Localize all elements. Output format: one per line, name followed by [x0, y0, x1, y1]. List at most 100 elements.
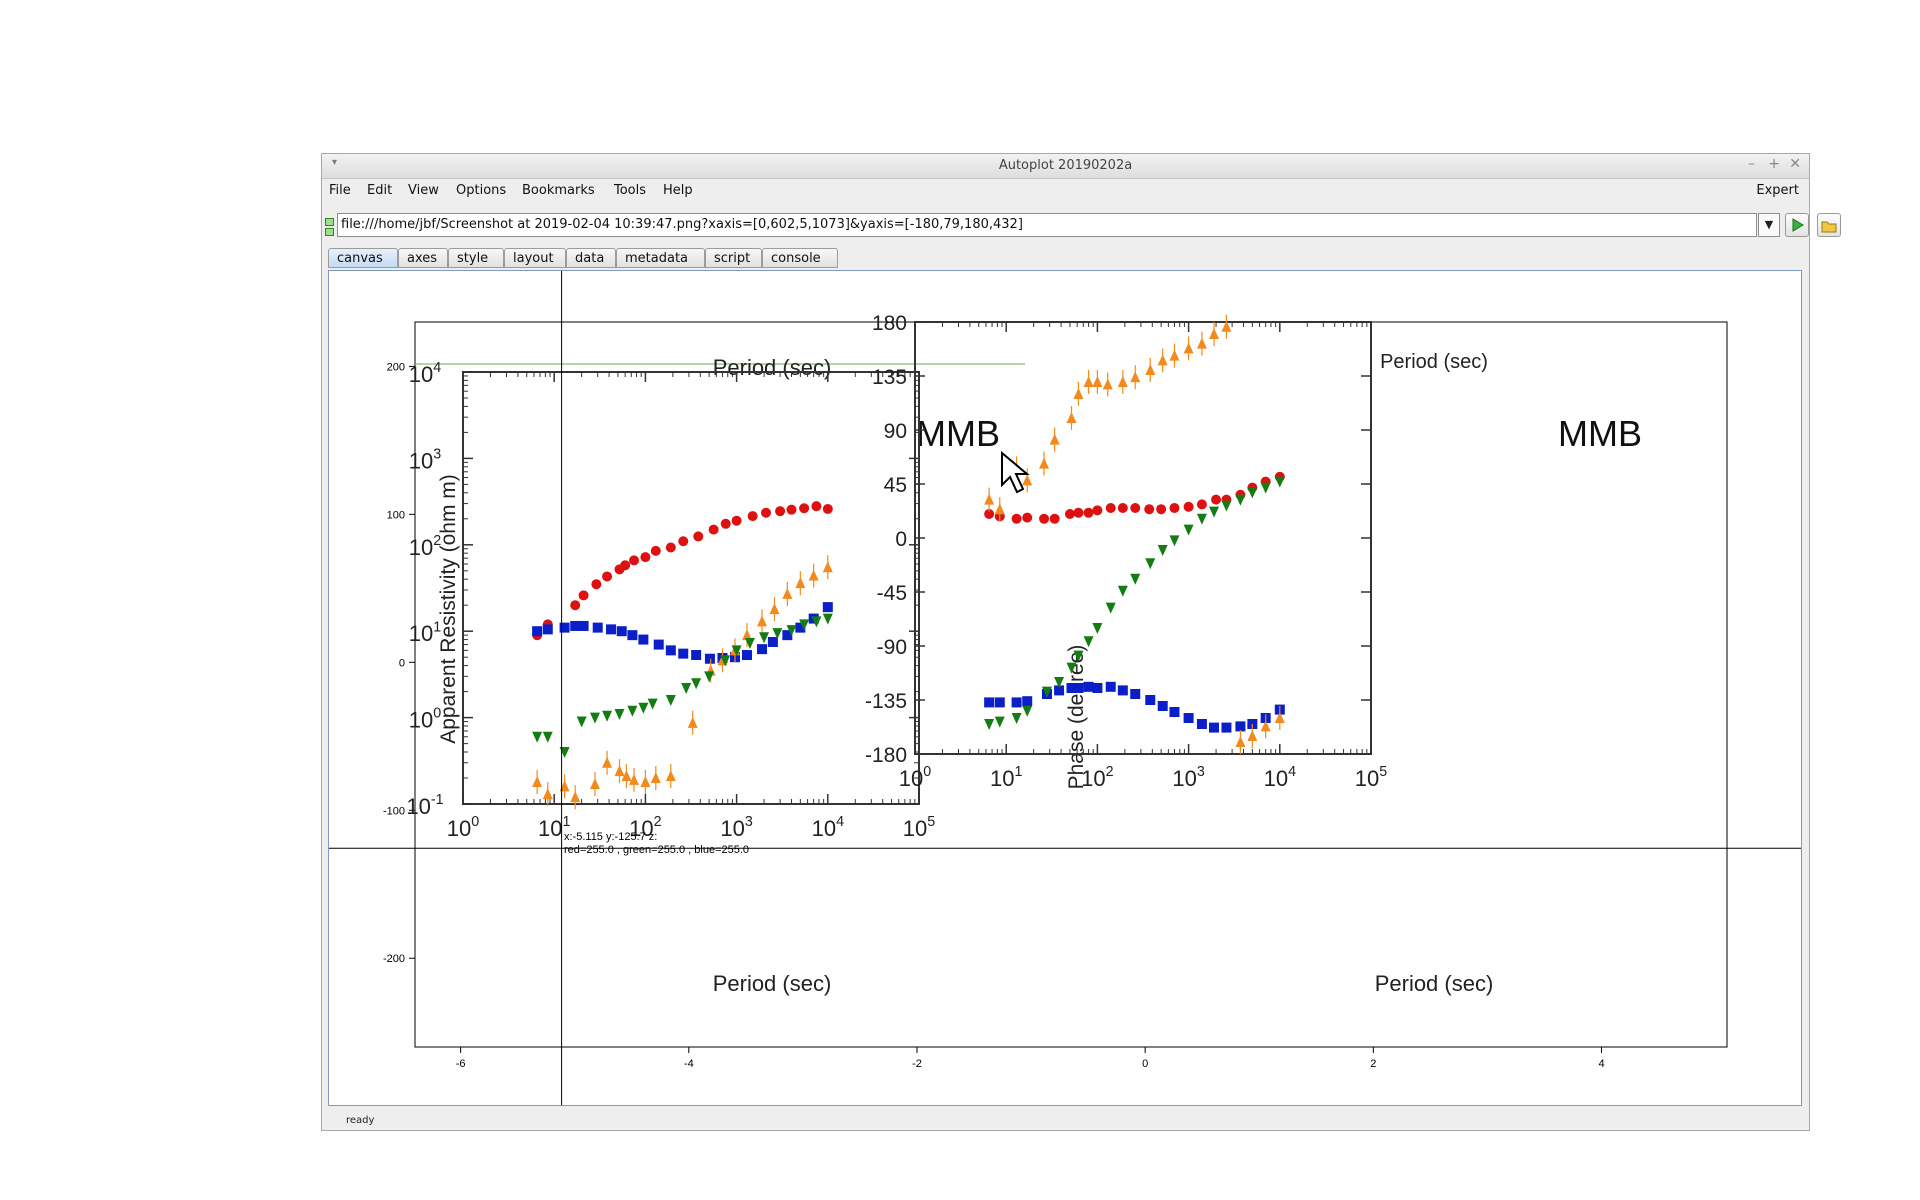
plot-go-button[interactable]: [1785, 213, 1809, 237]
tab-metadata[interactable]: metadata: [616, 248, 705, 268]
minimize-icon[interactable]: –: [1748, 156, 1755, 172]
data-point-square: [1130, 689, 1141, 699]
outer-y-tick-label: -100: [383, 805, 405, 817]
tab-console[interactable]: console: [762, 248, 838, 268]
data-point-triangle: [1157, 354, 1168, 366]
data-point-triangle-down: [542, 731, 553, 743]
menu-help[interactable]: Help: [663, 183, 693, 198]
y-tick-label: 180: [872, 312, 907, 335]
close-icon[interactable]: ✕: [1789, 156, 1801, 172]
data-point-triangle: [1183, 342, 1194, 354]
data-point-triangle-down: [1041, 686, 1052, 698]
data-point-triangle-down: [1235, 494, 1246, 506]
outer-y-tick-label: 0: [399, 657, 405, 669]
tab-layout[interactable]: layout: [504, 248, 566, 268]
readout-color: red=255.0 , green=255.0 , blue=255.0: [564, 844, 749, 856]
maximize-icon[interactable]: +: [1768, 156, 1780, 172]
data-point-square: [1221, 722, 1232, 733]
y-tick-label: 0: [895, 528, 907, 551]
outer-x-tick-label: -6: [456, 1058, 466, 1070]
x-tick-label: 105: [1355, 764, 1387, 791]
data-point-circle: [1169, 503, 1180, 513]
data-point-triangle: [1169, 349, 1180, 361]
data-point-triangle-down: [1157, 545, 1168, 556]
tab-axes[interactable]: axes: [398, 248, 448, 268]
data-point-triangle: [994, 503, 1005, 515]
data-point-circle: [1049, 513, 1060, 524]
data-point-triangle-down: [532, 731, 543, 743]
data-point-triangle-down: [691, 678, 702, 690]
data-point-triangle-down: [589, 712, 600, 724]
data-source-icon: [325, 218, 334, 236]
status-bar: ready: [346, 1115, 375, 1126]
menu-tools[interactable]: Tools: [614, 183, 647, 198]
tab-script[interactable]: script: [705, 248, 762, 268]
data-point-triangle: [769, 603, 780, 615]
data-point-square: [1105, 681, 1116, 692]
crosshair: [329, 271, 1801, 1105]
data-point-triangle-down: [1066, 662, 1077, 674]
play-icon: [1792, 218, 1804, 232]
expert-mode-label[interactable]: Expert: [1756, 183, 1799, 198]
left-x-axis-label: Period (sec): [713, 971, 832, 996]
x-tick-label: 104: [1264, 764, 1296, 791]
y-tick-label: 104: [409, 360, 441, 387]
data-point-square: [570, 620, 581, 631]
data-point-triangle: [741, 629, 752, 641]
data-point-square: [1092, 683, 1103, 693]
data-point-triangle-down: [576, 716, 587, 728]
data-point-square: [1196, 719, 1207, 729]
window-menu-icon[interactable]: ▾: [332, 157, 338, 168]
y-tick-label: 100: [409, 706, 441, 733]
data-point-triangle: [621, 770, 632, 782]
plot-svg[interactable]: -6 -4 -2 0 2 4 200 100 0 -100 -200 Period (sec) Pe…: [329, 271, 1801, 1105]
data-point-triangle: [1247, 730, 1258, 741]
url-input[interactable]: file:///home/jbf/Screenshot at 2019-02-0…: [337, 213, 1757, 237]
browse-files-button[interactable]: [1817, 213, 1841, 237]
data-point-square: [822, 602, 833, 613]
menu-file[interactable]: File: [329, 183, 351, 198]
data-point-triangle-down: [822, 613, 833, 625]
menu-bookmarks[interactable]: Bookmarks: [522, 183, 595, 198]
title-bar[interactable]: ▾ Autoplot 20190202a – + ✕: [322, 154, 1809, 179]
data-point-triangle-down: [1092, 623, 1103, 634]
data-point-triangle-down: [1073, 650, 1084, 662]
tab-data[interactable]: data: [566, 248, 616, 268]
data-point-circle: [1144, 504, 1155, 515]
data-point-triangle: [1049, 433, 1060, 445]
data-point-triangle-down: [1221, 500, 1232, 512]
outer-x-tick-label: -4: [684, 1058, 694, 1070]
data-point-triangle: [1117, 376, 1128, 387]
tab-canvas[interactable]: canvas: [328, 248, 398, 268]
menu-options[interactable]: Options: [456, 183, 507, 198]
menu-edit[interactable]: Edit: [367, 183, 393, 198]
data-point-triangle: [629, 773, 640, 785]
data-point-square: [653, 639, 664, 650]
data-point-triangle: [1130, 371, 1141, 383]
data-point-circle: [720, 518, 731, 529]
data-point-triangle: [602, 756, 613, 768]
data-point-circle: [984, 509, 995, 519]
data-point-circle: [578, 590, 589, 601]
data-point-square: [638, 634, 649, 645]
data-point-triangle-down: [627, 705, 638, 717]
x-tick-label: 105: [903, 814, 935, 841]
x-tick-label: 100: [447, 814, 479, 841]
outer-x-tick-label: 2: [1370, 1058, 1376, 1070]
data-point-square: [704, 653, 715, 664]
tab-style[interactable]: style: [448, 248, 504, 268]
data-point-triangle-down: [1022, 705, 1033, 717]
x-tick-label: 101: [990, 764, 1022, 791]
url-history-dropdown[interactable]: ▼: [1758, 213, 1780, 237]
data-point-circle: [1064, 509, 1075, 519]
data-point-triangle: [1235, 736, 1246, 747]
data-point-triangle-down: [1209, 506, 1220, 518]
left-y-axis-label: Apparent Resistivity (ohm m): [437, 474, 460, 744]
menu-view[interactable]: View: [408, 183, 439, 198]
data-point-square: [1117, 685, 1128, 696]
data-point-triangle-down: [744, 638, 755, 650]
outer-x-tick-label: 0: [1142, 1058, 1148, 1070]
data-point-triangle: [782, 587, 793, 599]
plot-canvas[interactable]: -6 -4 -2 0 2 4 200 100 0 -100 -200 Period (sec) Pe…: [328, 270, 1802, 1106]
data-point-circle: [1196, 499, 1207, 510]
